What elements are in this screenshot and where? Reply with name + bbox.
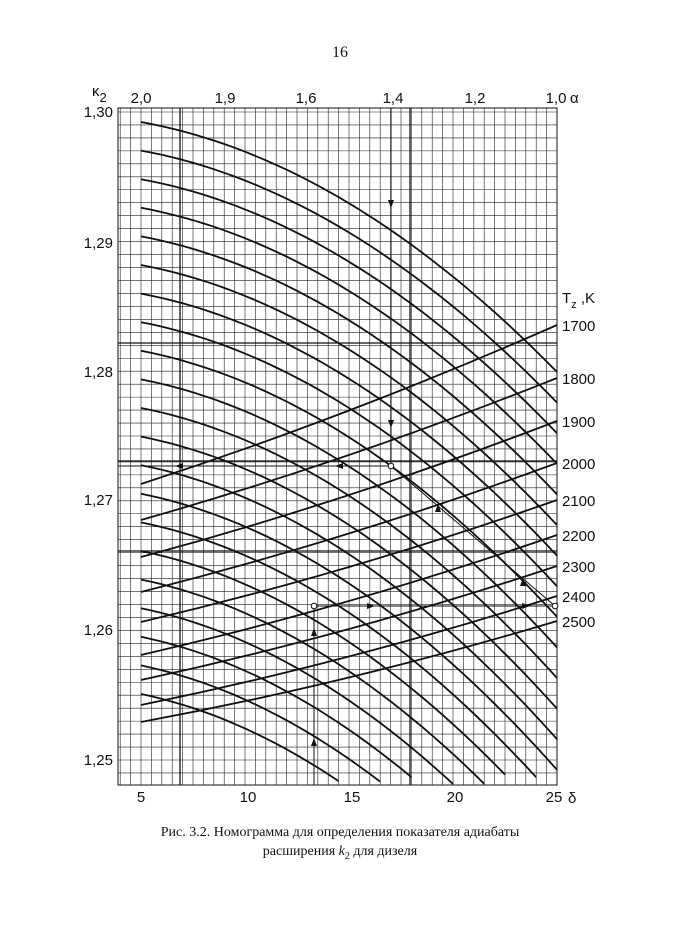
symbol: κ — [92, 83, 100, 100]
caption-line: Рис. 3.2. Номограмма для определения пок… — [161, 825, 520, 840]
temperature-line — [140, 499, 558, 623]
temperature-line — [140, 324, 558, 485]
point — [551, 602, 559, 610]
alpha-curve — [140, 292, 558, 557]
right-tick-label: 2400 — [562, 589, 595, 606]
bottom-axis-symbol: δ — [568, 790, 576, 807]
top-tick-label: 1,0 — [546, 90, 567, 107]
caption-line: расширения k2 для дизеля — [263, 844, 418, 862]
top-tick-label: 1,2 — [465, 90, 486, 107]
bottom-tick-label: 5 — [137, 789, 145, 806]
top-axis-symbol: α — [570, 90, 579, 107]
top-tick-label: 1,6 — [296, 90, 317, 107]
right-tick-label: 2500 — [562, 614, 595, 631]
right-tick-label: 2300 — [562, 559, 595, 576]
arrow — [367, 603, 375, 609]
right-tick-label: 1700 — [562, 318, 595, 335]
right-tick-label: 1900 — [562, 414, 595, 431]
guide-line — [390, 465, 556, 607]
left-tick-label: 1,29 — [84, 235, 113, 252]
arrow — [435, 504, 441, 512]
alpha-curve — [140, 349, 558, 618]
arrow — [522, 603, 530, 609]
frame — [117, 107, 558, 786]
bottom-tick-label: 20 — [447, 789, 464, 806]
left-axis-symbol: κ2 — [92, 83, 107, 105]
alpha-curve — [140, 464, 558, 740]
arrow — [388, 420, 394, 428]
temperature-line — [140, 377, 558, 521]
right-tick-label: 2000 — [562, 456, 595, 473]
temperature-line — [140, 620, 558, 723]
point — [310, 602, 318, 610]
caption-symbol: k — [339, 844, 346, 859]
right-tick-label: 1800 — [562, 371, 595, 388]
alpha-curve — [140, 206, 558, 465]
alpha-curve — [140, 321, 558, 587]
alpha-curve — [140, 178, 558, 434]
arrow — [388, 200, 394, 208]
left-tick-label: 1,25 — [84, 752, 113, 769]
arrow — [520, 578, 526, 586]
right-tick-label: 2100 — [562, 493, 595, 510]
unit: ,K — [577, 290, 595, 307]
caption-text: для дизеля — [350, 844, 418, 859]
temperature-line — [140, 595, 558, 706]
subscript: z — [571, 299, 577, 311]
arrow — [311, 738, 317, 746]
caption-text: расширения — [263, 844, 339, 859]
alpha-curve — [140, 121, 558, 373]
alpha-curve — [140, 492, 558, 771]
arrow — [175, 463, 183, 469]
bottom-tick-label: 15 — [344, 789, 361, 806]
arrow — [311, 628, 317, 636]
alpha-curve — [140, 235, 558, 496]
bottom-tick-label: 25 — [546, 789, 563, 806]
temperature-line — [140, 420, 558, 558]
left-tick-label: 1,26 — [84, 622, 113, 639]
symbol: T — [562, 290, 571, 307]
alpha-curve — [140, 693, 340, 782]
top-tick-label: 1,9 — [215, 90, 236, 107]
temperature-line — [140, 534, 558, 656]
alpha-curve — [140, 664, 381, 783]
curves — [118, 108, 559, 785]
point — [387, 462, 395, 470]
alpha-curve — [140, 149, 558, 404]
right-axis-title: Tz ,K — [562, 290, 595, 311]
arrow — [335, 463, 343, 469]
subscript: 2 — [100, 90, 107, 105]
top-tick-label: 1,4 — [383, 90, 404, 107]
caption-subscript: 2 — [345, 851, 350, 862]
alpha-curve — [140, 635, 412, 778]
left-tick-label: 1,28 — [84, 364, 113, 381]
left-tick-label: 1,30 — [84, 104, 113, 121]
temperature-line — [140, 565, 558, 681]
alpha-curve — [140, 264, 558, 526]
page-number: 16 — [332, 44, 348, 61]
left-tick-label: 1,27 — [84, 492, 113, 509]
temperature-line — [140, 462, 558, 593]
alpha-curve — [140, 607, 454, 785]
top-tick-label: 2,0 — [131, 90, 152, 107]
alpha-curve — [140, 550, 506, 776]
bottom-tick-label: 10 — [240, 789, 257, 806]
alpha-curve — [140, 578, 485, 785]
right-tick-label: 2200 — [562, 528, 595, 545]
alpha-curve — [140, 435, 558, 710]
